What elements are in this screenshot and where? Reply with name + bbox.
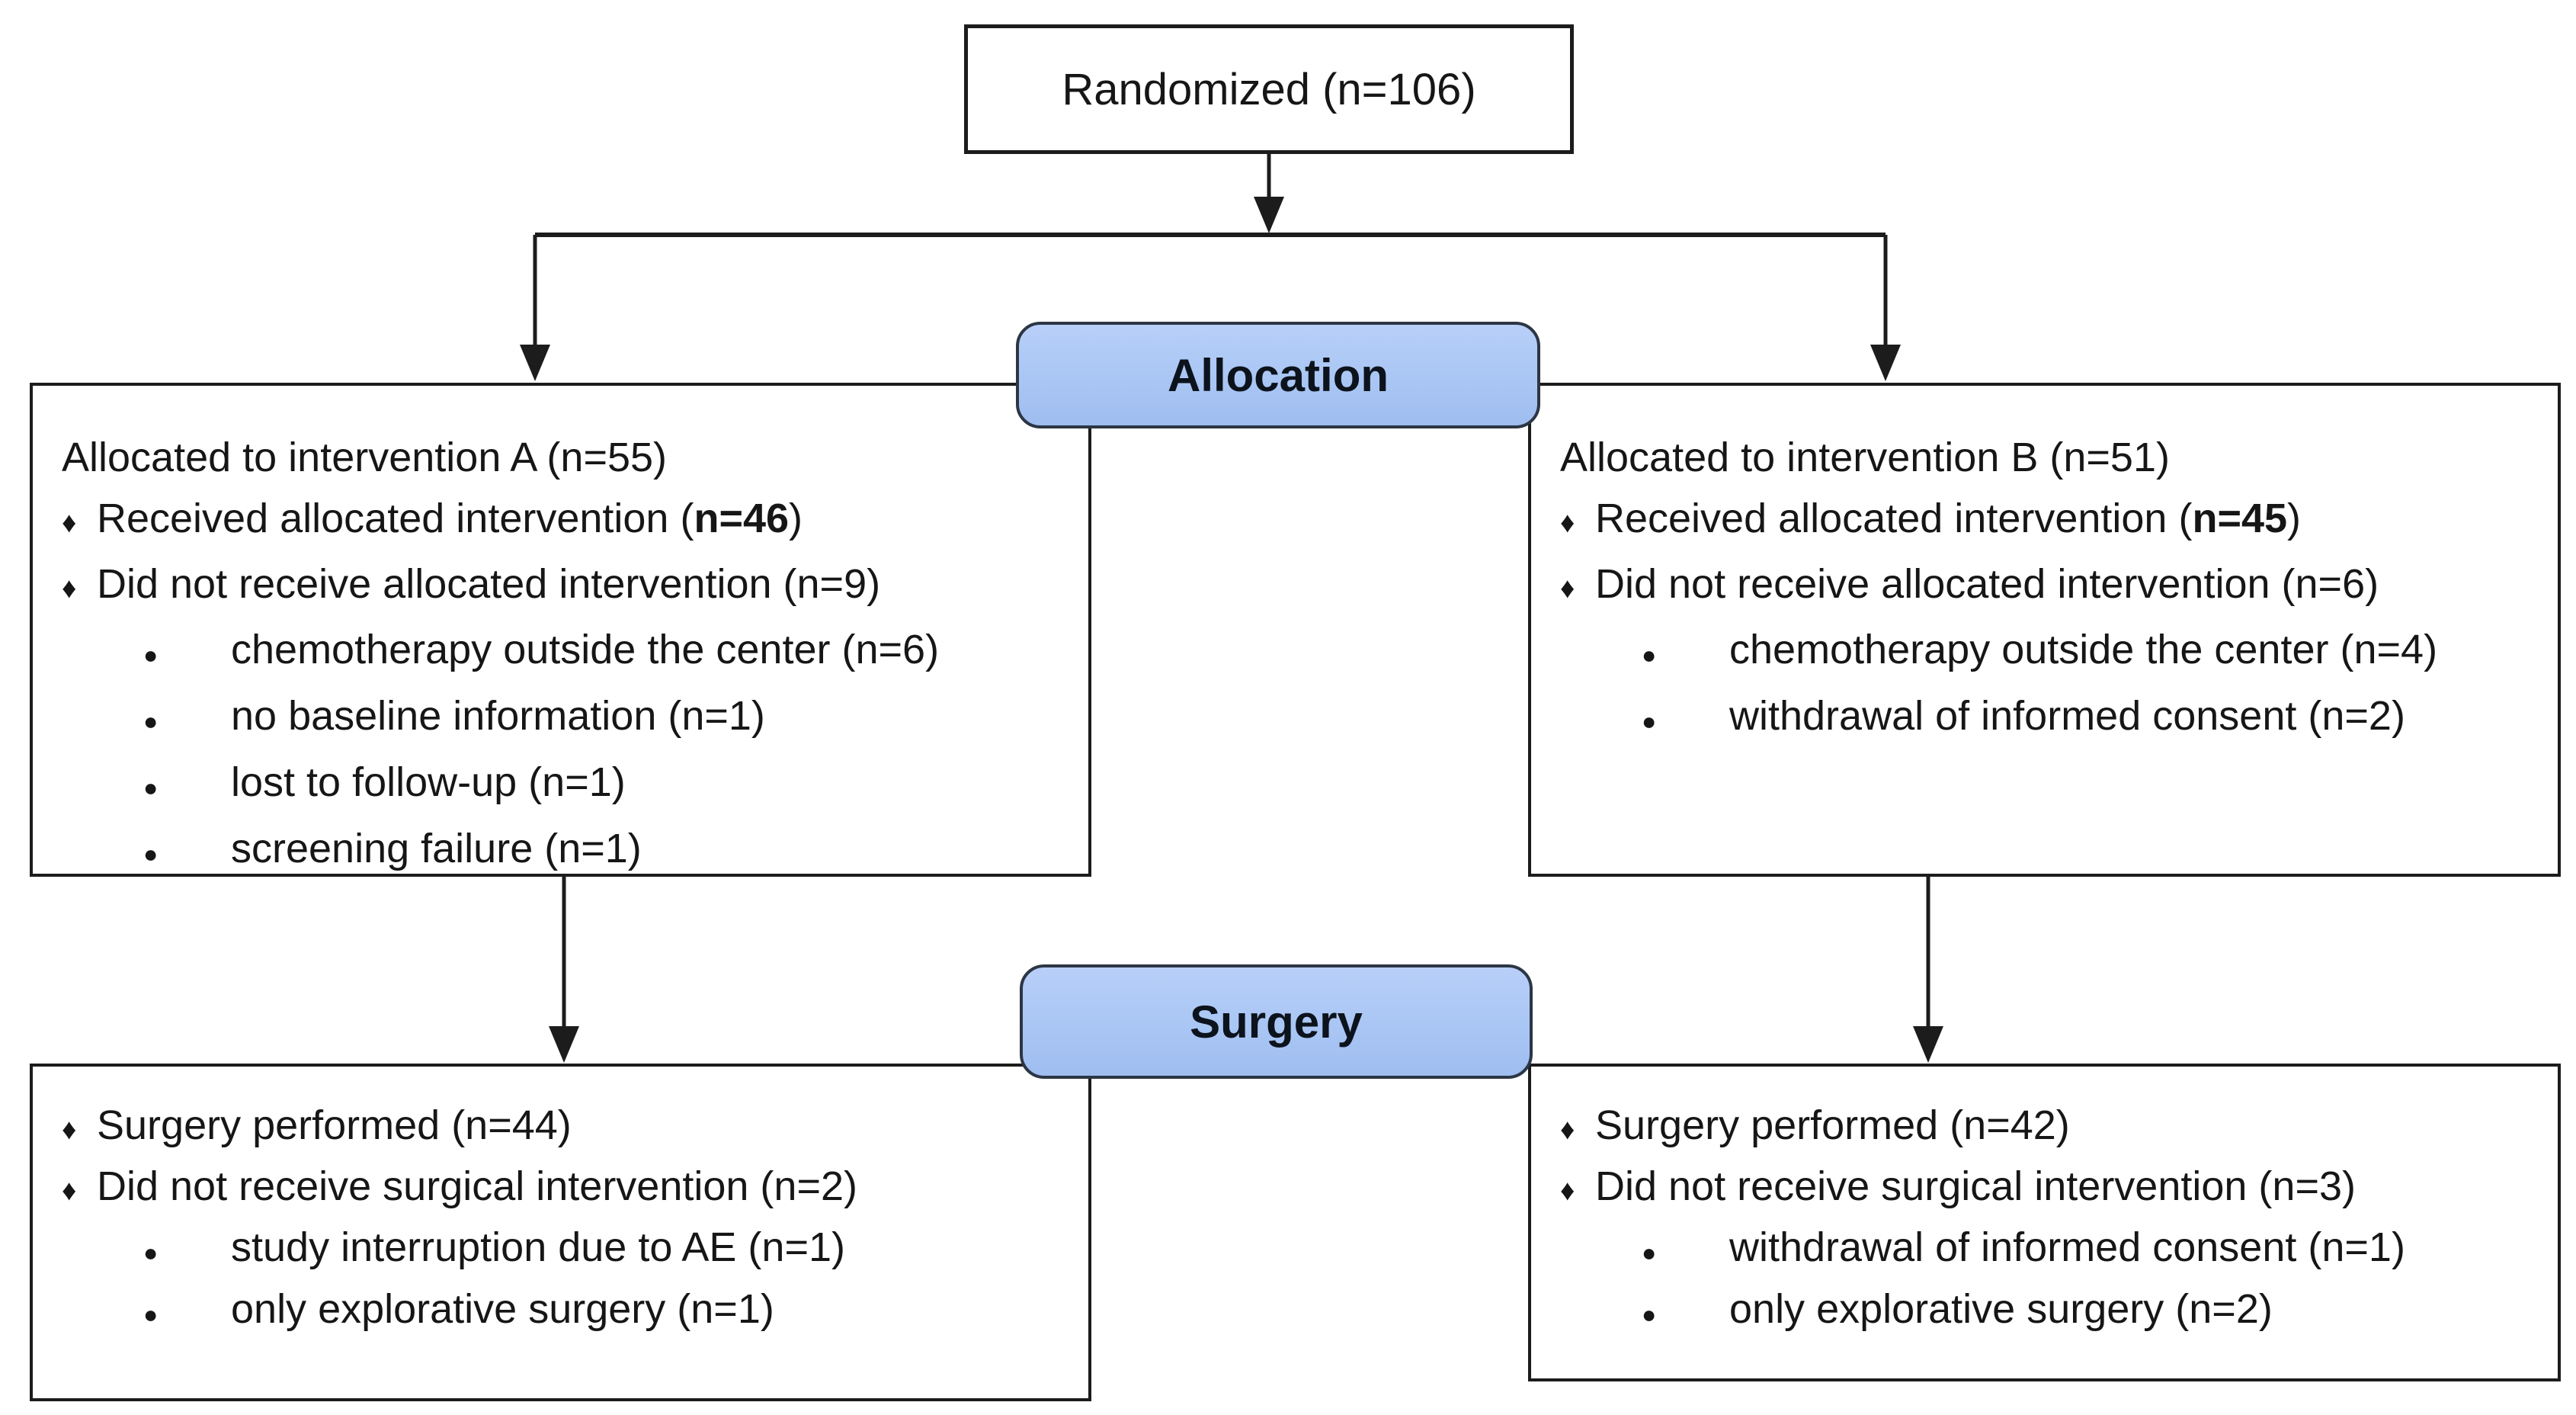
flow-line-item: ♦ Received allocated intervention (n=46) <box>33 488 1088 553</box>
line-text: Surgery performed (n=44) <box>97 1102 572 1148</box>
line-text: Received allocated intervention (n=45) <box>1595 496 2302 541</box>
dot-bullet-icon: ● <box>1642 1301 1657 1328</box>
dot-bullet-icon: ● <box>1642 641 1657 669</box>
flow-line-item: Allocated to intervention A (n=55) <box>33 427 1088 488</box>
line-text: no baseline information (n=1) <box>231 693 765 739</box>
line-text: chemotherapy outside the center (n=6) <box>231 627 940 672</box>
flow-line-item: ● study interruption due to AE (n=1) <box>33 1219 1088 1281</box>
flow-line-item: ● screening failure (n=1) <box>33 818 1088 874</box>
dot-bullet-icon: ● <box>1642 708 1657 735</box>
flow-line-item: ♦ Received allocated intervention (n=45) <box>1531 488 2558 553</box>
dot-bullet-icon: ● <box>143 840 159 868</box>
line-text: chemotherapy outside the center (n=4) <box>1729 627 2438 672</box>
line-text: Allocated to intervention A (n=55) <box>62 435 668 480</box>
line-text: screening failure (n=1) <box>231 826 642 871</box>
line-text: withdrawal of informed consent (n=1) <box>1729 1224 2405 1270</box>
line-text: Did not receive surgical intervention (n… <box>97 1163 857 1209</box>
flow-line-item: ● only explorative surgery (n=2) <box>1531 1281 2558 1343</box>
line-text: Did not receive allocated intervention (… <box>97 561 881 607</box>
line-text: lost to follow-up (n=1) <box>231 759 626 805</box>
dot-bullet-icon: ● <box>143 641 159 669</box>
line-text: study interruption due to AE (n=1) <box>231 1224 845 1270</box>
allocation-phase-label: Allocation <box>1167 349 1389 401</box>
line-text: Did not receive allocated intervention (… <box>1595 561 2379 607</box>
flow-line-item: ● lost to follow-up (n=1) <box>33 752 1088 818</box>
flow-line-item: ♦ Did not receive surgical intervention (… <box>33 1158 1088 1219</box>
surgery-box-intervention-b: ♦ Surgery performed (n=42) ♦ Did not receiv… <box>1528 1064 2561 1381</box>
surgery-phase-label: Surgery <box>1190 996 1363 1048</box>
dot-bullet-icon: ● <box>1642 1239 1657 1266</box>
flow-line-item: ● chemotherapy outside the center (n=6) <box>33 619 1088 685</box>
dot-bullet-icon: ● <box>143 1301 159 1328</box>
allocation-phase-banner: Allocation <box>1016 322 1540 428</box>
arrow-down-icon <box>1254 197 1284 233</box>
diamond-bullet-icon: ♦ <box>1560 573 1575 605</box>
flow-line-item: ● only explorative surgery (n=1) <box>33 1281 1088 1343</box>
flow-line-item: ♦ Did not receive allocated intervention … <box>1531 553 2558 619</box>
line-text: Surgery performed (n=42) <box>1595 1102 2070 1148</box>
diamond-bullet-icon: ♦ <box>1560 507 1575 539</box>
diamond-bullet-icon: ♦ <box>62 1175 77 1207</box>
line-text: withdrawal of informed consent (n=2) <box>1729 693 2405 739</box>
dot-bullet-icon: ● <box>143 774 159 801</box>
allocation-box-intervention-b: Allocated to intervention B (n=51) ♦ Recei… <box>1528 383 2561 877</box>
diamond-bullet-icon: ♦ <box>62 573 77 605</box>
flow-line-item: ♦ Did not receive surgical intervention (… <box>1531 1158 2558 1219</box>
line-text: Did not receive surgical intervention (n… <box>1595 1163 2356 1209</box>
allocation-b-lines: Allocated to intervention B (n=51) ♦ Recei… <box>1531 386 2558 874</box>
flow-line-item: ● no baseline information (n=1) <box>33 685 1088 752</box>
allocation-box-intervention-a: Allocated to intervention A (n=55) ♦ Recei… <box>30 383 1091 877</box>
arrow-down-icon <box>520 345 550 381</box>
arrow-down-icon <box>549 1026 579 1063</box>
diamond-bullet-icon: ♦ <box>62 1114 77 1146</box>
dot-bullet-icon: ● <box>143 708 159 735</box>
flow-line-item: ● withdrawal of informed consent (n=2) <box>1531 685 2558 752</box>
arrow-down-icon <box>1870 345 1901 381</box>
surgery-box-intervention-a: ♦ Surgery performed (n=44) ♦ Did not receiv… <box>30 1064 1091 1401</box>
surgery-a-lines: ♦ Surgery performed (n=44) ♦ Did not receiv… <box>33 1067 1088 1398</box>
flow-line-item: ● chemotherapy outside the center (n=4) <box>1531 619 2558 685</box>
flow-line-item: ♦ Surgery performed (n=42) <box>1531 1097 2558 1158</box>
diamond-bullet-icon: ♦ <box>1560 1175 1575 1207</box>
line-text: only explorative surgery (n=2) <box>1729 1286 2273 1332</box>
line-text: Allocated to intervention B (n=51) <box>1560 435 2170 480</box>
arrow-down-icon <box>1913 1026 1943 1063</box>
line-text: only explorative surgery (n=1) <box>231 1286 774 1332</box>
diamond-bullet-icon: ♦ <box>1560 1114 1575 1146</box>
allocation-a-lines: Allocated to intervention A (n=55) ♦ Recei… <box>33 386 1088 874</box>
flow-line-item: Allocated to intervention B (n=51) <box>1531 427 2558 488</box>
flow-line-item: ♦ Surgery performed (n=44) <box>33 1097 1088 1158</box>
flow-line-item: ● withdrawal of informed consent (n=1) <box>1531 1219 2558 1281</box>
dot-bullet-icon: ● <box>143 1239 159 1266</box>
surgery-phase-banner: Surgery <box>1020 964 1533 1079</box>
line-text: Received allocated intervention (n=46) <box>97 496 803 541</box>
flow-line-item: ♦ Did not receive allocated intervention … <box>33 553 1088 619</box>
diamond-bullet-icon: ♦ <box>62 507 77 539</box>
randomized-label: Randomized (n=106) <box>1062 64 1476 114</box>
randomized-box: Randomized (n=106) <box>964 24 1574 154</box>
surgery-b-lines: ♦ Surgery performed (n=42) ♦ Did not receiv… <box>1531 1067 2558 1378</box>
